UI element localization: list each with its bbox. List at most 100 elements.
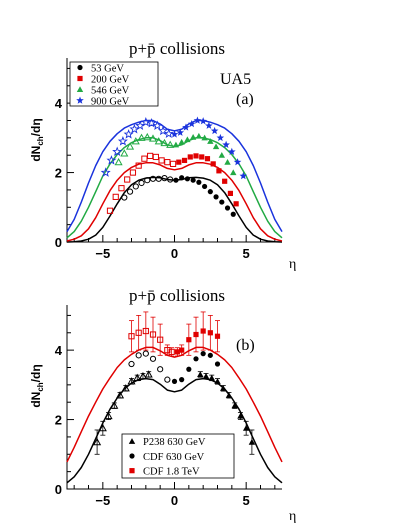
- data-point: [140, 116, 151, 127]
- data-point: [187, 154, 193, 160]
- y-tick-label: 4: [55, 343, 63, 358]
- data-point: [225, 392, 233, 398]
- data-point: [178, 138, 185, 145]
- data-point: [106, 155, 117, 165]
- data-point: [146, 118, 157, 128]
- legend-box: [69, 61, 159, 107]
- legend-entry: P238 630 GeV: [143, 437, 206, 448]
- data-point: [210, 161, 216, 167]
- data-point: [158, 157, 165, 164]
- data-point: [193, 153, 199, 159]
- data-point: [195, 132, 203, 139]
- data-point: [120, 149, 129, 157]
- data-point: [154, 137, 163, 145]
- data-point: [216, 133, 225, 142]
- data-point: [199, 154, 205, 160]
- data-point: [132, 183, 139, 190]
- data-point: [166, 140, 175, 148]
- data-point: [233, 158, 242, 166]
- data-point: [148, 134, 158, 142]
- data-point: [187, 119, 196, 128]
- data-point: [141, 155, 148, 162]
- data-point: [248, 438, 256, 445]
- legend-entry: 546 GeV: [91, 85, 130, 96]
- data-point: [142, 327, 149, 335]
- data-point: [231, 402, 238, 409]
- data-point: [207, 352, 213, 358]
- data-point: [98, 424, 107, 432]
- data-point: [135, 120, 146, 130]
- y-tick-label: 2: [55, 413, 62, 428]
- x-tick-label: −5: [95, 246, 110, 261]
- data-point: [144, 370, 153, 378]
- data-point: [212, 143, 220, 150]
- legend-marker: [128, 438, 136, 444]
- data-point: [207, 330, 213, 336]
- data-point: [214, 333, 221, 339]
- data-point: [131, 137, 140, 145]
- data-point: [227, 190, 233, 196]
- panel-b-title: p+p̄ collisions: [129, 286, 225, 305]
- data-point: [228, 147, 236, 155]
- data-point: [100, 167, 111, 177]
- data-point: [142, 350, 149, 357]
- data-point: [193, 116, 202, 124]
- data-point: [186, 337, 192, 343]
- panel-a-title: p+p̄ collisions: [129, 39, 225, 58]
- data-point: [242, 425, 250, 431]
- data-point: [115, 391, 125, 399]
- x-tick-label: 0: [171, 493, 178, 508]
- data-point: [210, 126, 219, 135]
- data-point: [114, 157, 123, 166]
- y-tick-label: 0: [55, 235, 62, 250]
- data-point: [93, 437, 102, 446]
- data-point: [207, 138, 214, 144]
- model-curve: [66, 119, 283, 232]
- data-point: [172, 141, 180, 148]
- data-point: [200, 328, 206, 334]
- data-point: [152, 153, 159, 161]
- data-point: [193, 356, 199, 362]
- data-point: [129, 123, 140, 134]
- data-point: [171, 378, 178, 384]
- data-point: [167, 176, 174, 183]
- data-point: [155, 175, 162, 182]
- data-point: [199, 117, 207, 125]
- data-point: [123, 129, 134, 139]
- data-point: [138, 179, 145, 187]
- data-point: [239, 172, 248, 180]
- panel-b-xlabel: η: [289, 509, 296, 524]
- legend-marker: [129, 453, 135, 459]
- data-point: [135, 162, 142, 169]
- legend-entry: 53 GeV: [91, 63, 124, 74]
- model-curve: [66, 162, 283, 242]
- data-point: [222, 178, 228, 184]
- data-point: [128, 360, 135, 368]
- panel-a-panel-label: (a): [236, 91, 254, 108]
- data-point: [128, 333, 135, 340]
- model-curve: [66, 137, 283, 239]
- legend-entry: CDF 1.8 TeV: [143, 466, 200, 477]
- data-point: [164, 376, 171, 383]
- data-point: [135, 352, 142, 359]
- data-point: [169, 160, 177, 167]
- legend-marker: [77, 64, 83, 71]
- legend-entry: 900 GeV: [91, 96, 130, 107]
- legend-entry: 200 GeV: [91, 74, 130, 85]
- panel-a: p+p̄ collisions dNch/dη η UA5 (a) −5 0 5 0 2…: [29, 39, 296, 272]
- data-point: [118, 185, 125, 192]
- data-point: [201, 134, 208, 141]
- data-point: [214, 361, 221, 367]
- y-tick-label: 4: [55, 96, 63, 111]
- panel-b-ylabel: dNch/dη: [29, 364, 45, 407]
- data-point: [173, 177, 179, 183]
- data-point: [112, 146, 123, 156]
- data-point: [186, 366, 192, 372]
- data-point: [196, 179, 202, 185]
- data-point: [202, 372, 210, 379]
- data-point: [121, 194, 128, 201]
- data-point: [184, 176, 190, 182]
- data-point: [193, 331, 199, 338]
- legend-marker: [76, 96, 84, 104]
- x-tick-label: 5: [243, 493, 250, 508]
